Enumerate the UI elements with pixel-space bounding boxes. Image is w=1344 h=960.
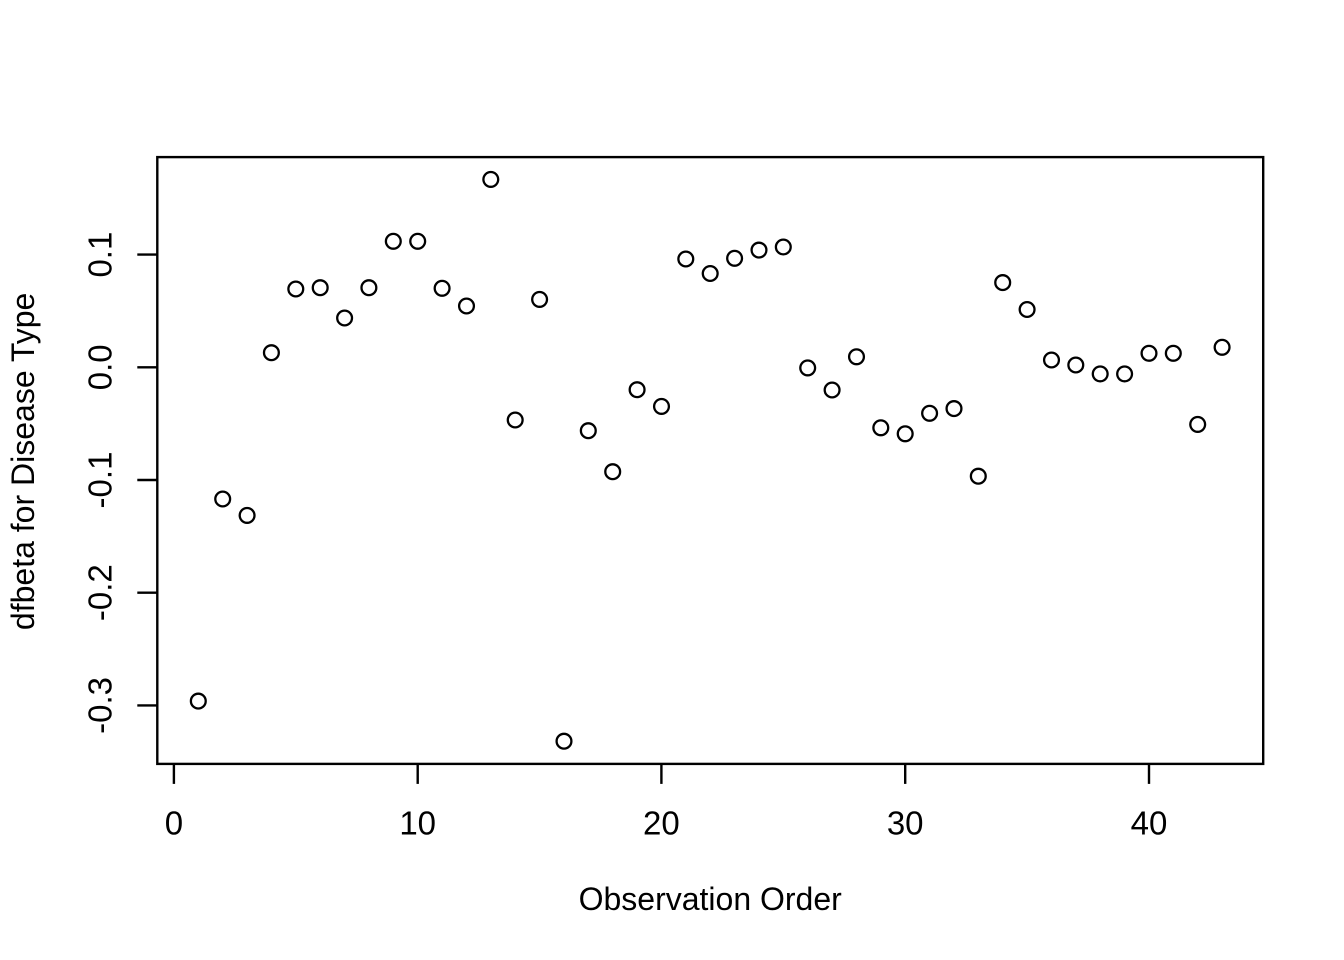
svg-text:dfbeta for Disease Type: dfbeta for Disease Type: [5, 293, 41, 630]
svg-text:Observation Order: Observation Order: [579, 881, 843, 917]
svg-text:0.0: 0.0: [82, 344, 119, 390]
svg-text:-0.2: -0.2: [82, 564, 119, 621]
svg-text:30: 30: [887, 804, 924, 841]
svg-text:0: 0: [165, 804, 183, 841]
svg-text:0.1: 0.1: [82, 232, 119, 278]
svg-text:40: 40: [1131, 804, 1168, 841]
svg-text:20: 20: [643, 804, 680, 841]
svg-text:10: 10: [399, 804, 436, 841]
svg-text:-0.3: -0.3: [82, 677, 119, 734]
svg-text:-0.1: -0.1: [82, 452, 119, 509]
